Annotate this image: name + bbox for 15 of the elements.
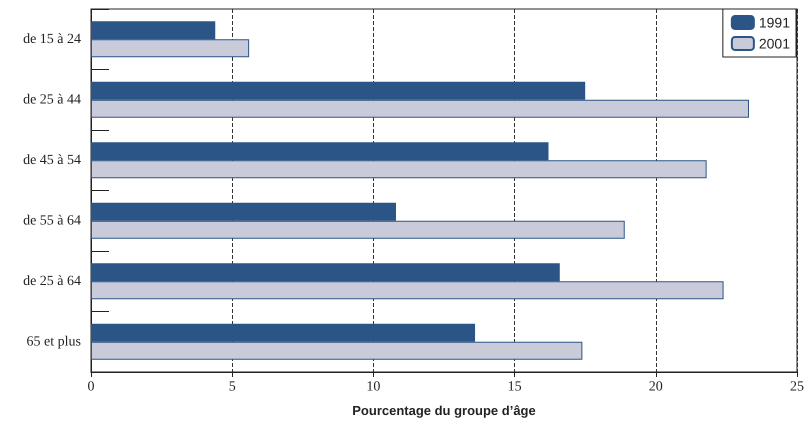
y-tick-label: 65 et plus	[26, 334, 81, 350]
x-tick-label: 15	[508, 380, 522, 394]
x-tick-label: 20	[648, 380, 663, 394]
y-tick-label: de 25 à 64	[23, 274, 81, 289]
x-axis-title: Pourcentage du groupe d’âge	[352, 403, 536, 418]
x-tick-label: 5	[228, 380, 236, 394]
y-tick-label: de 15 à 24	[23, 32, 81, 47]
y-tick-label: de 45 à 54	[23, 152, 81, 168]
y-tick-label: de 55 à 64	[23, 213, 81, 228]
legend-label: 1991	[758, 14, 790, 30]
legend-label: 2001	[758, 36, 790, 52]
y-tick-label: de 25 à 44	[23, 92, 81, 108]
x-tick-label: 25	[790, 380, 804, 394]
x-tick-label: 0	[88, 380, 94, 394]
x-tick-label: 10	[366, 380, 380, 394]
